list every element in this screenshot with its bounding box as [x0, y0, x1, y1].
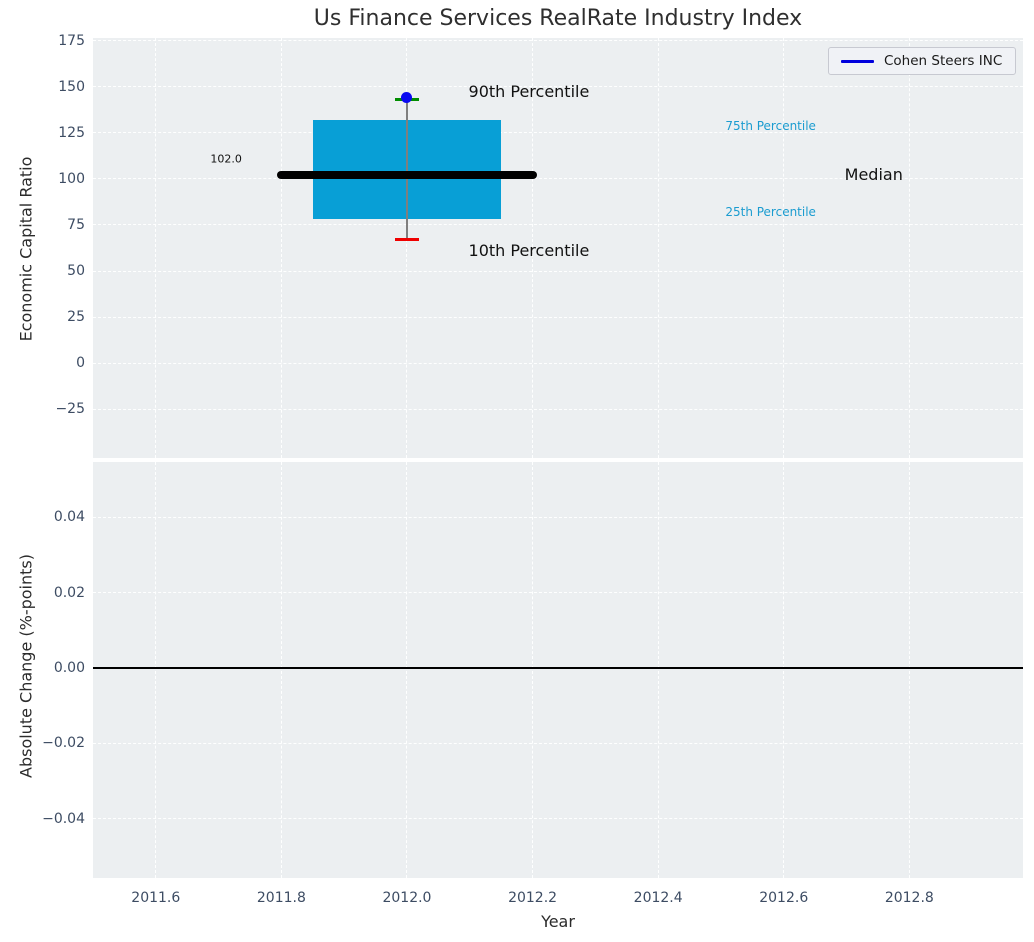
median-line [277, 171, 537, 180]
gridline-vertical [155, 38, 157, 458]
gridline-horizontal [93, 818, 1023, 820]
y-tick-label: 0.00 [53, 659, 85, 676]
y-tick-label: 150 [58, 78, 85, 95]
annotation-90th-percentile: 90th Percentile [468, 82, 590, 102]
gridline-horizontal [93, 224, 1023, 226]
gridline-horizontal [93, 178, 1023, 180]
gridline-horizontal [93, 40, 1023, 42]
x-tick-label: 2012.6 [759, 890, 809, 906]
y-tick-label: 50 [67, 263, 85, 279]
gridline-vertical [406, 38, 408, 458]
y-tick-label: 0.02 [53, 584, 85, 601]
legend-label: Cohen Steers INC [884, 53, 1003, 69]
annotation-25th-percentile: 25th Percentile [725, 205, 816, 220]
y-tick-label: 0.04 [53, 509, 85, 526]
gridline-vertical [280, 38, 282, 458]
gridline-horizontal [93, 592, 1023, 594]
x-tick-label: 2012.4 [633, 890, 683, 906]
gridline-horizontal [93, 132, 1023, 134]
gridline-horizontal [93, 270, 1023, 272]
gridline-horizontal [93, 86, 1023, 88]
y-tick-label: 125 [58, 124, 85, 141]
annotation-75th-percentile: 75th Percentile [725, 118, 816, 133]
whisker-line [406, 99, 408, 240]
gridline-vertical [908, 462, 910, 878]
gridline-vertical [155, 462, 157, 878]
y-tick-label: 0 [76, 355, 85, 372]
gridline-vertical [532, 38, 534, 458]
x-tick-label: 2012.8 [884, 890, 934, 906]
y-tick-label: −25 [55, 401, 85, 418]
p10-cap [394, 238, 419, 242]
zero-line [93, 666, 1023, 669]
gridline-horizontal [93, 516, 1023, 518]
legend: Cohen Steers INC [828, 47, 1016, 75]
gridline-vertical [783, 462, 785, 878]
x-axis-label-year: Year [541, 912, 575, 931]
gridline-vertical [657, 462, 659, 878]
y-tick-label: 100 [58, 170, 85, 187]
legend-line-sample-icon [841, 59, 874, 63]
y-tick-label: −0.02 [42, 735, 85, 752]
gridline-vertical [657, 38, 659, 458]
gridline-vertical [406, 462, 408, 878]
x-tick-label: 2012.0 [382, 890, 432, 906]
gridline-horizontal [93, 742, 1023, 744]
company-dot [401, 92, 413, 104]
gridline-vertical [280, 462, 282, 878]
gridline-horizontal [93, 408, 1023, 410]
y-tick-label: −0.04 [42, 810, 85, 827]
axes-absolute-change [93, 462, 1023, 878]
x-tick-label: 2011.8 [256, 890, 306, 906]
y-tick-label: 175 [58, 32, 85, 49]
annotation-102-0: 102.0 [210, 152, 242, 166]
gridline-vertical [532, 462, 534, 878]
gridline-horizontal [93, 362, 1023, 364]
annotation-10th-percentile: 10th Percentile [468, 240, 590, 260]
y-tick-label: 75 [67, 216, 85, 233]
gridline-vertical [908, 38, 910, 458]
axes-economic-capital-ratio: 90th Percentile 10th Percentile Median 102.… [93, 38, 1023, 458]
y-tick-label: 25 [67, 309, 85, 326]
chart-title: Us Finance Services RealRate Industry In… [313, 6, 803, 31]
annotation-median: Median [844, 165, 903, 185]
x-tick-label: 2011.6 [131, 890, 181, 906]
gridline-vertical [783, 38, 785, 458]
x-tick-label: 2012.2 [508, 890, 558, 906]
gridline-horizontal [93, 316, 1023, 318]
